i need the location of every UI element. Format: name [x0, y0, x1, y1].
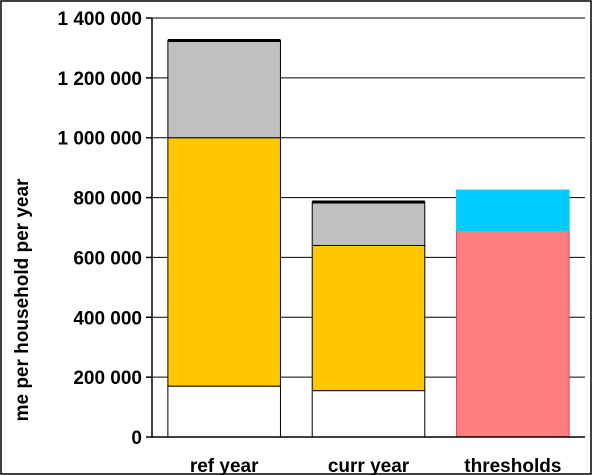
bar-segment	[167, 39, 281, 139]
y-tick-label: 200 000	[73, 368, 142, 389]
bar-segment	[167, 385, 281, 438]
bar-segment	[456, 229, 570, 438]
y-tick-label: 0	[131, 428, 142, 449]
axes	[151, 18, 585, 438]
y-tick-label: 1 200 000	[57, 69, 142, 90]
x-tick-labels: ref year curr year thresholds	[190, 456, 562, 475]
bar-segment	[311, 390, 426, 438]
y-tick-label: 600 000	[73, 248, 142, 269]
x-tick-label: ref year	[190, 456, 259, 475]
bar-segment	[456, 189, 570, 231]
bar-segment	[167, 137, 281, 387]
x-tick-label: thresholds	[464, 456, 561, 475]
bars	[167, 38, 570, 438]
y-tick-label: 800 000	[73, 189, 142, 210]
y-tick-labels: 0 200 000 400 000 600 000 800 000 1 000 000 1 …	[57, 9, 142, 449]
y-tick-label: 1 400 000	[57, 9, 142, 30]
y-tick-label: 400 000	[73, 308, 142, 329]
x-tick-label: curr year	[328, 456, 410, 475]
y-tick-label: 1 000 000	[57, 129, 142, 150]
bar-segment	[311, 244, 426, 392]
y-axis-title: me per household per year	[12, 178, 33, 421]
bar-segment	[311, 201, 426, 246]
